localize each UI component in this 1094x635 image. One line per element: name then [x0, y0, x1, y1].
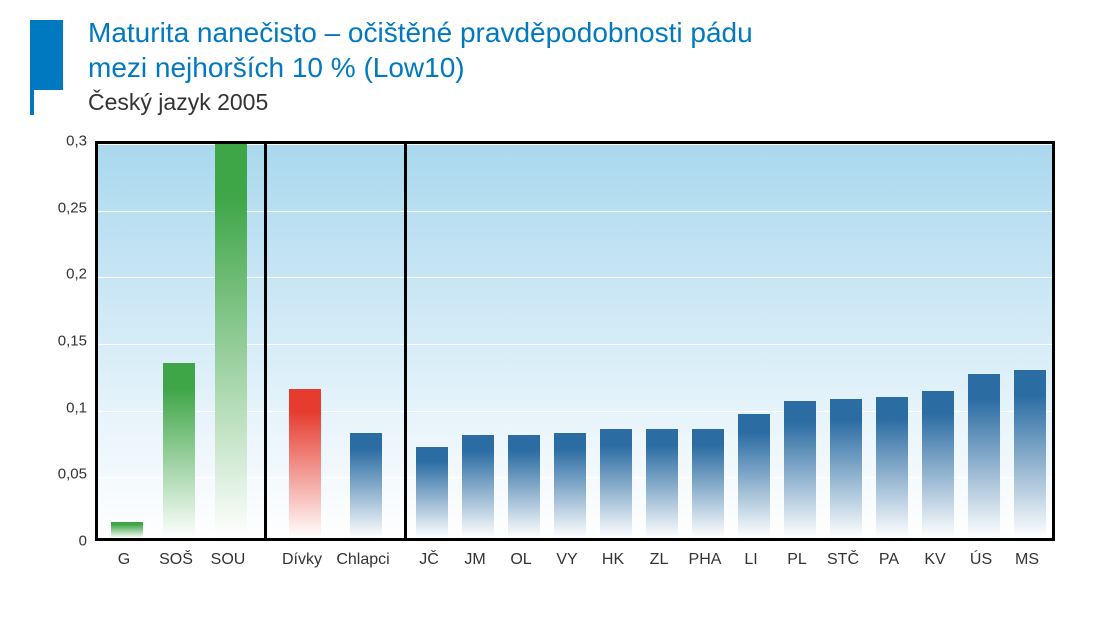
bar [692, 429, 724, 538]
title-block: Maturita nanečisto – očištěné pravděpodo… [88, 15, 753, 116]
y-tick-label: 0,25 [41, 199, 87, 216]
bar [289, 389, 321, 538]
x-tick-label: PA [879, 551, 899, 569]
y-tick-label: 0,2 [41, 266, 87, 283]
x-tick-label: G [118, 551, 130, 569]
x-tick-label: SOU [211, 551, 246, 569]
y-tick-label: 0 [41, 533, 87, 550]
bar [784, 401, 816, 538]
bar [416, 447, 448, 538]
header: Maturita nanečisto – očištěné pravděpodo… [30, 15, 1064, 116]
x-tick-label: ÚS [970, 551, 992, 569]
panel-divider [404, 144, 407, 538]
chart-subtitle: Český jazyk 2005 [88, 89, 753, 116]
bar [830, 399, 862, 538]
bar [738, 414, 770, 538]
bar [111, 522, 143, 538]
x-tick-label: LI [744, 551, 757, 569]
x-tick-label: VY [556, 551, 577, 569]
x-tick-label: Dívky [282, 551, 322, 569]
bar [922, 391, 954, 538]
y-tick-label: 0,1 [41, 399, 87, 416]
x-tick-label: SOŠ [159, 551, 193, 569]
plot-area [95, 141, 1055, 541]
y-tick-label: 0,15 [41, 333, 87, 350]
x-axis: G SOŠ SOU Dívky Chlapci JČ JM OL VY HK ZL PHA LI PL ST… [95, 547, 1055, 577]
bar [462, 435, 494, 538]
bar [215, 141, 247, 538]
chart-area: Očištěná pravděpodobnost 00,050,10,150,2… [35, 141, 1055, 581]
y-tick-label: 0,3 [41, 133, 87, 150]
bar [1014, 370, 1046, 538]
panel-divider [264, 144, 267, 538]
bar [968, 374, 1000, 538]
x-tick-label: ZL [650, 551, 669, 569]
bar [600, 429, 632, 538]
x-tick-label: HK [602, 551, 624, 569]
x-tick-label: MS [1015, 551, 1039, 569]
x-tick-label: OL [510, 551, 531, 569]
accent-mark-icon [30, 20, 63, 115]
y-axis: 00,050,10,150,20,250,3 [47, 141, 93, 541]
title-line-1: Maturita nanečisto – očištěné pravděpodo… [88, 17, 753, 48]
x-tick-label: KV [924, 551, 945, 569]
chart-title: Maturita nanečisto – očištěné pravděpodo… [88, 15, 753, 85]
x-tick-label: STČ [827, 551, 859, 569]
bar [350, 433, 382, 538]
x-tick-label: PL [787, 551, 807, 569]
bar [554, 433, 586, 538]
bar [163, 363, 195, 538]
title-line-2: mezi nejhorších 10 % (Low10) [88, 52, 465, 83]
chart-figure: Maturita nanečisto – očištěné pravděpodo… [0, 0, 1094, 635]
bar [876, 397, 908, 538]
x-tick-label: JM [464, 551, 485, 569]
x-tick-label: JČ [419, 551, 439, 569]
bar [646, 429, 678, 538]
y-tick-label: 0,05 [41, 466, 87, 483]
x-tick-label: PHA [689, 551, 722, 569]
bar [508, 435, 540, 538]
x-tick-label: Chlapci [336, 551, 389, 569]
